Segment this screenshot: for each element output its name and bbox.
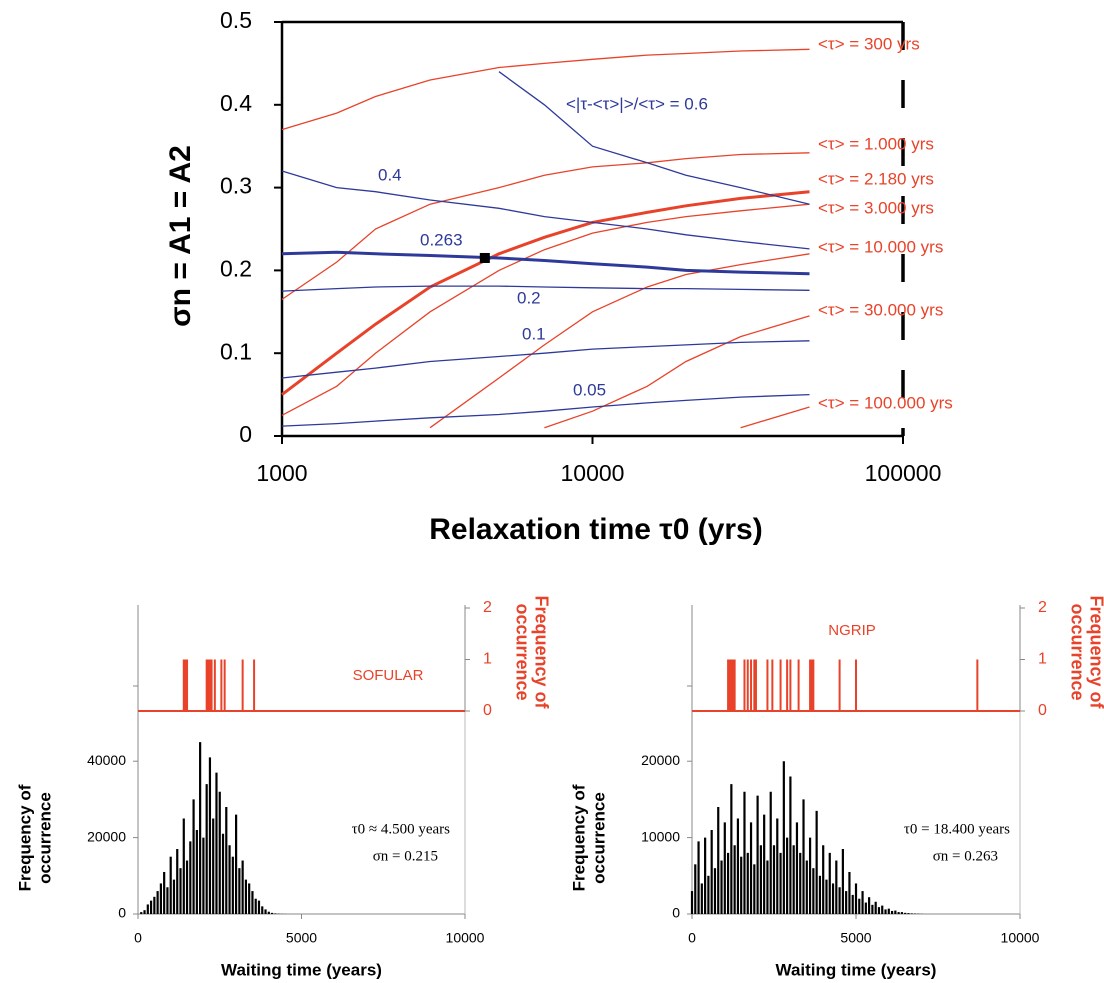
series-label: <τ> = 2.180 yrs xyxy=(818,169,934,188)
series-label: 0.4 xyxy=(378,165,402,184)
series-line xyxy=(281,152,810,300)
series-label: 0.263 xyxy=(420,230,463,249)
series-line xyxy=(544,315,810,429)
series-label: <τ> = 30.000 yrs xyxy=(818,300,943,319)
series-label: <τ> = 10.000 yrs xyxy=(818,237,943,256)
y2-axis-label: occurrence xyxy=(1067,603,1087,700)
y-tick-label: 0 xyxy=(239,421,252,447)
series-line xyxy=(281,48,810,131)
y2-tick-label: 2 xyxy=(1038,599,1047,616)
x-tick-label: 10000 xyxy=(1001,930,1040,946)
x-tick-label: 0 xyxy=(688,930,696,946)
y-tick-label: 10000 xyxy=(641,828,680,844)
y-axis-label: Frequency of xyxy=(569,784,588,891)
x-axis-label: Waiting time (years) xyxy=(221,960,382,979)
x-tick-label: 1000 xyxy=(256,460,307,486)
series-line xyxy=(281,250,810,276)
y-tick-label: 0.1 xyxy=(220,338,252,364)
y-tick-label: 0.3 xyxy=(220,173,252,199)
series-line xyxy=(281,340,810,379)
y-tick-label: 0.5 xyxy=(220,7,252,33)
y2-axis-label: occurrence xyxy=(512,603,532,700)
y-tick-label: 0.2 xyxy=(220,255,252,281)
annotation: τ0 = 18.400 years xyxy=(904,821,1010,837)
series-label: 0.1 xyxy=(522,324,546,343)
series-line xyxy=(281,190,810,396)
y2-tick-label: 0 xyxy=(1038,702,1047,719)
y-tick-label: 20000 xyxy=(87,828,126,844)
x-tick-label: 5000 xyxy=(286,930,317,946)
series-line xyxy=(740,406,810,429)
x-axis-label: Waiting time (years) xyxy=(776,960,937,979)
panel-label: SOFULAR xyxy=(353,667,424,684)
y-axis-label: occurrence xyxy=(35,792,54,884)
y2-tick-label: 0 xyxy=(483,702,492,719)
x-tick-label: 5000 xyxy=(840,930,871,946)
y2-tick-label: 2 xyxy=(483,599,492,616)
x-tick-label: 0 xyxy=(134,930,142,946)
x-tick-label: 10000 xyxy=(561,460,625,486)
y-axis-label: occurrence xyxy=(589,792,608,884)
series-label: <|τ-<τ>|>/<τ> = 0.6 xyxy=(566,94,708,113)
x-tick-label: 100000 xyxy=(865,460,942,486)
y2-tick-label: 1 xyxy=(1038,651,1047,668)
series-line xyxy=(281,170,810,250)
annotation: σn = 0.263 xyxy=(933,848,998,864)
y-tick-label: 40000 xyxy=(87,752,126,768)
y-axis-label: Frequency of xyxy=(15,784,34,891)
series-line xyxy=(281,393,810,427)
y2-tick-label: 1 xyxy=(483,651,492,668)
series-line xyxy=(281,285,810,292)
series-label: <τ> = 300 yrs xyxy=(818,34,920,53)
series-line xyxy=(281,203,810,416)
x-tick-label: 10000 xyxy=(446,930,485,946)
y2-axis-label: Frequency of xyxy=(531,595,551,709)
y-tick-label: 0 xyxy=(118,905,126,921)
series-label: <τ> = 100.000 yrs xyxy=(818,393,953,412)
x-axis-label: Relaxation time τ0 (yrs) xyxy=(429,513,763,546)
annotation: σn = 0.215 xyxy=(373,848,438,864)
y-tick-label: 20000 xyxy=(641,752,680,768)
annotation: τ0 ≈ 4.500 years xyxy=(352,821,451,837)
y-axis-label: σn = A1 = A2 xyxy=(164,145,197,327)
series-label: 0.2 xyxy=(517,288,541,307)
series-label: <τ> = 1.000 yrs xyxy=(818,134,934,153)
y-tick-label: 0 xyxy=(672,905,680,921)
panel-label: NGRIP xyxy=(828,622,876,639)
y2-axis-label: Frequency of xyxy=(1086,595,1104,709)
series-line xyxy=(429,253,810,429)
series-label: 0.05 xyxy=(573,380,606,399)
series-label: <τ> = 3.000 yrs xyxy=(818,198,934,217)
marker xyxy=(479,252,490,263)
series-line xyxy=(498,71,810,205)
y-tick-label: 0.4 xyxy=(220,90,252,116)
